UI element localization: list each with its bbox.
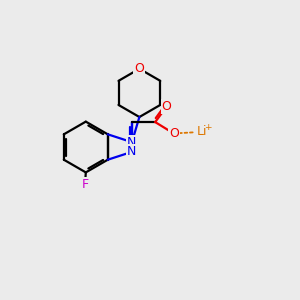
Text: N: N xyxy=(127,146,136,158)
Text: O: O xyxy=(134,62,144,75)
Text: F: F xyxy=(82,178,89,191)
Text: Li: Li xyxy=(196,125,207,139)
Text: N: N xyxy=(127,136,136,149)
Text: +: + xyxy=(204,123,212,132)
Text: O: O xyxy=(162,100,172,113)
Text: O: O xyxy=(169,127,179,140)
